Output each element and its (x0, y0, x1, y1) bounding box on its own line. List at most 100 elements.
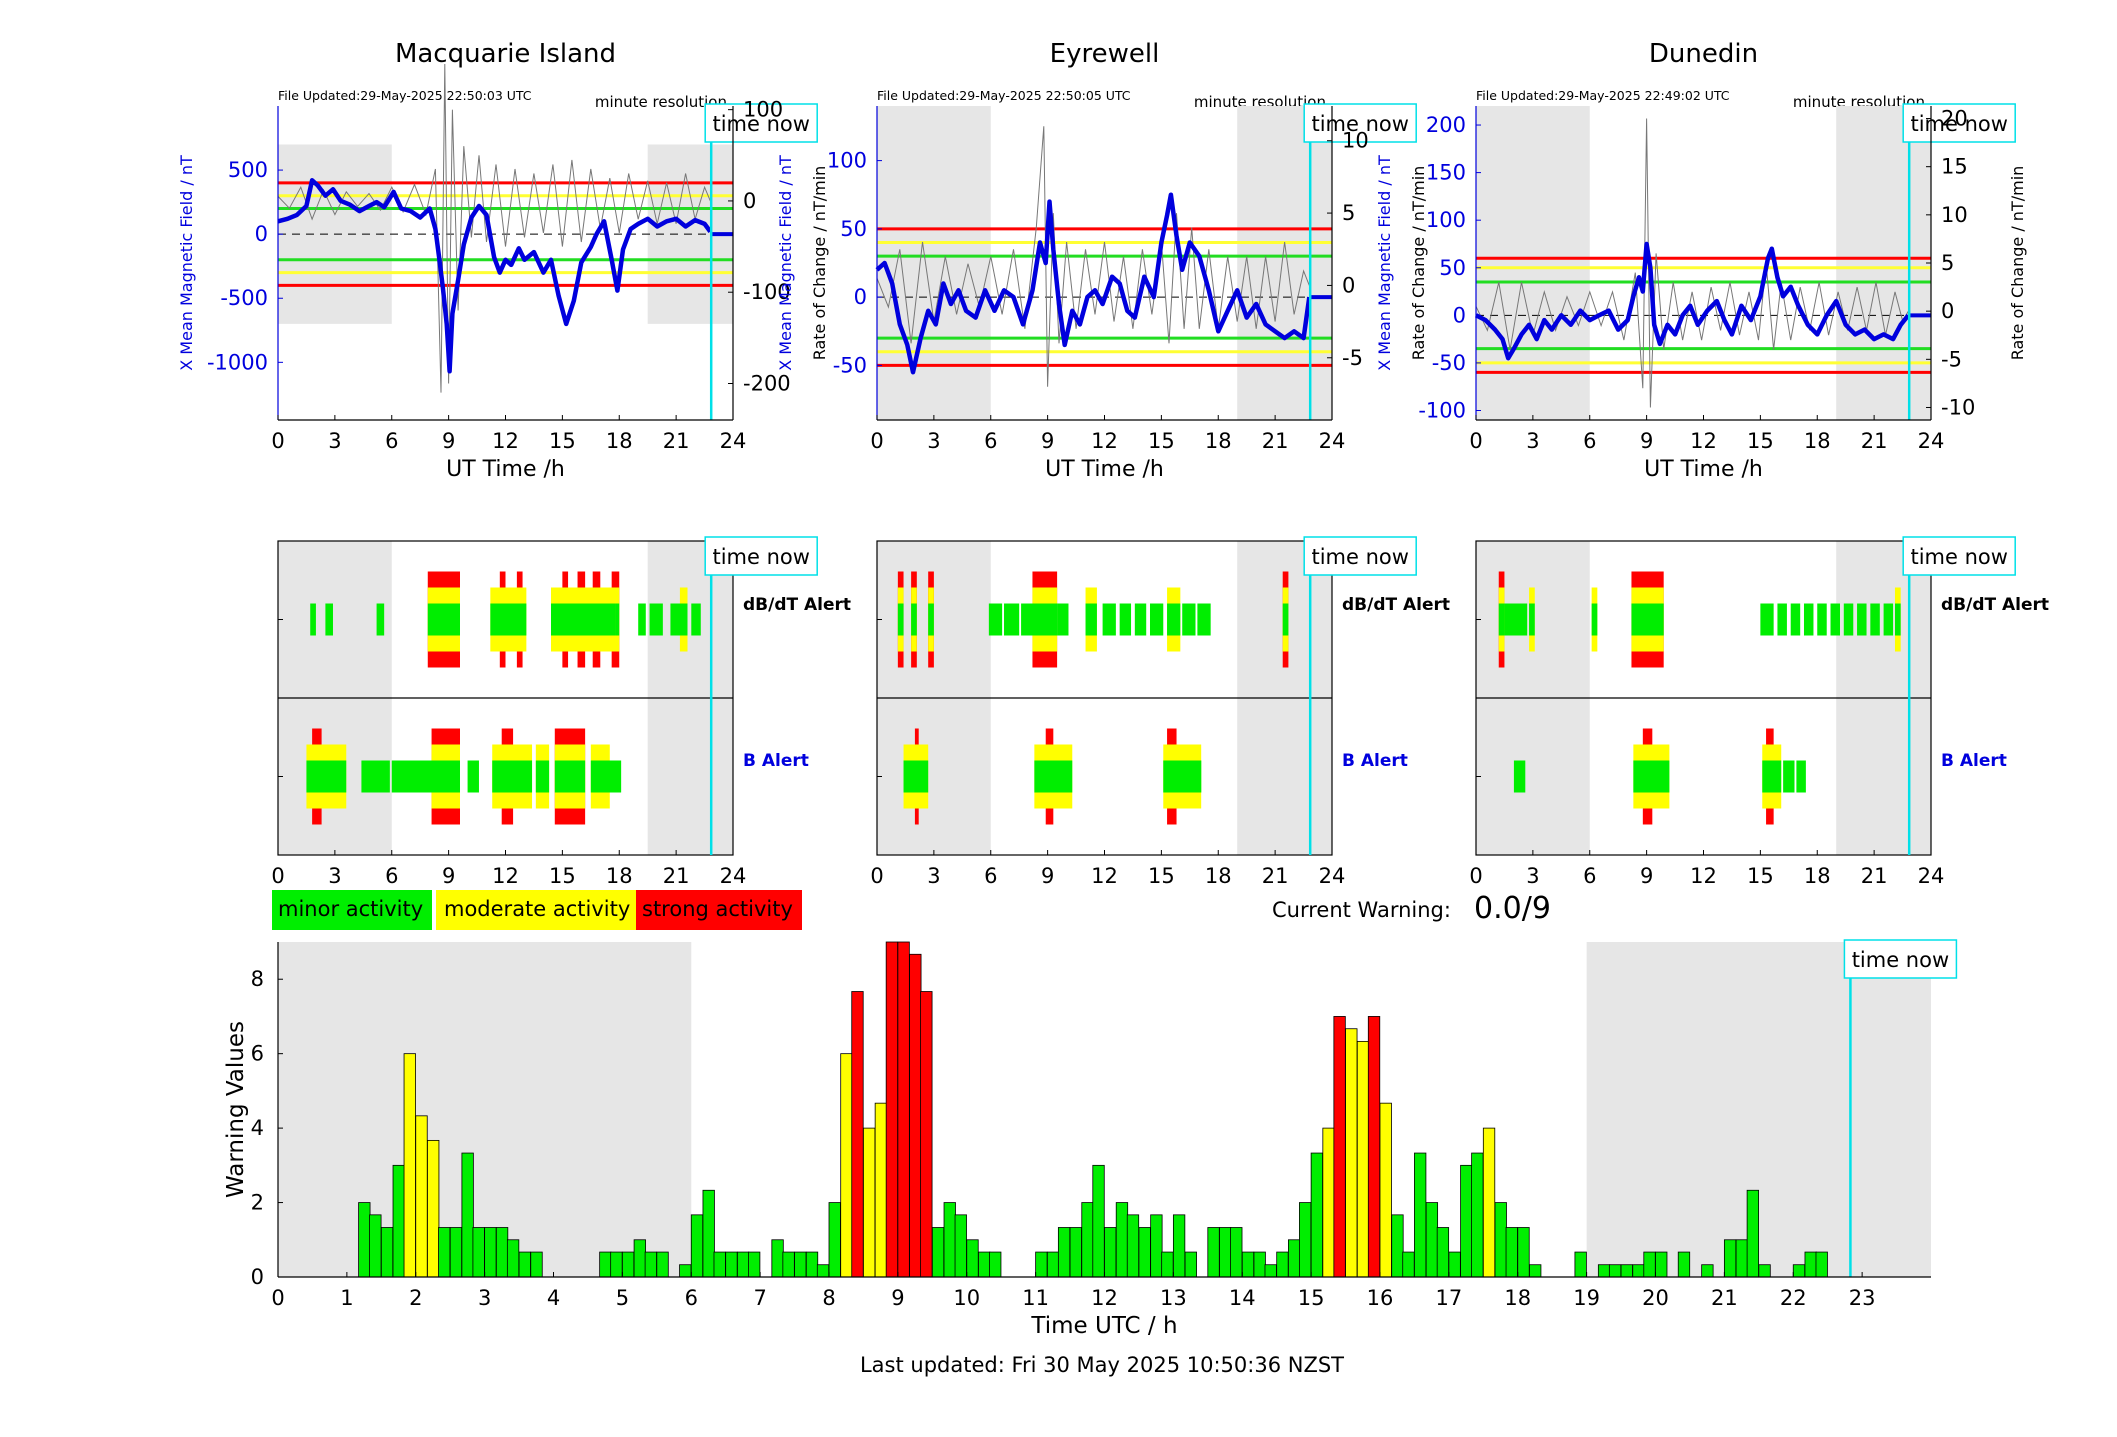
warning-bar (828, 1202, 841, 1278)
x-tick-label: 17 (1436, 1286, 1463, 1310)
x-tick-label: 3 (478, 1286, 491, 1310)
alert-segment-level-1 (1085, 603, 1097, 636)
warning-bar (610, 1251, 623, 1278)
alert-segment-level-1 (1498, 603, 1505, 636)
x-tick-label: 18 (1504, 1286, 1531, 1310)
x-tick-label: 12 (492, 429, 519, 453)
warning-bar (1482, 1127, 1496, 1278)
x-tick-label: 18 (1205, 864, 1232, 888)
alert-segment-level-1 (1102, 603, 1116, 636)
night-shading (1476, 106, 1590, 420)
warning-bar (1161, 1251, 1174, 1278)
warning-bar (403, 1053, 416, 1278)
alert-segment-level-1 (1783, 760, 1795, 793)
warning-bar (1494, 1202, 1507, 1278)
alert-segment-level-1 (1034, 760, 1073, 793)
warning-bar (449, 1227, 463, 1278)
x-tick-label: 4 (547, 1286, 560, 1310)
warning-bar (713, 1251, 726, 1278)
mean-field-series (1474, 241, 1911, 361)
alert-segment-level-1 (911, 603, 917, 636)
warning-bar (358, 1202, 371, 1278)
warning-bar (736, 1251, 750, 1278)
y-right-tick-label: 5 (1941, 251, 1954, 275)
warning-bar (1471, 1152, 1484, 1278)
alert-segment-level-1 (310, 603, 316, 636)
alert-segment-level-1 (691, 603, 701, 636)
rate-y-axis-title: Rate of Change / nT/min (1409, 166, 1428, 361)
x-tick-label: 3 (927, 429, 940, 453)
warning-bar (1046, 1251, 1060, 1278)
warning-bar (725, 1251, 738, 1278)
warning-bar (392, 1164, 405, 1278)
x-tick-label: 24 (1918, 429, 1945, 453)
time-now-label: time now (1311, 545, 1408, 569)
warning-bar (1081, 1202, 1094, 1278)
alert-segment-level-1 (670, 603, 682, 636)
x-tick-label: 0 (271, 429, 284, 453)
y-right-tick-label: 20 (1941, 107, 1968, 131)
x-tick-label: 24 (1319, 429, 1346, 453)
x-tick-label: 9 (442, 864, 455, 888)
warning-bar (1092, 1164, 1105, 1278)
x-tick-label: 6 (984, 429, 997, 453)
x-tick-label: 6 (685, 1286, 698, 1310)
x-tick-label: 21 (1861, 429, 1888, 453)
night-shading (1836, 106, 1931, 420)
b-alert-label: B Alert (743, 751, 809, 771)
warning-bar (1150, 1214, 1163, 1278)
x-tick-label: 9 (442, 429, 455, 453)
warning-bar (518, 1251, 531, 1278)
warning-bar (874, 1102, 888, 1278)
alert-segment-level-1 (1282, 603, 1289, 636)
alert-segment-level-1 (1777, 603, 1787, 636)
y-tick-label: 8 (251, 967, 264, 991)
time-now-label: time now (1910, 112, 2007, 136)
file-updated-text: File Updated:29-May-2025 22:50:03 UTC (278, 88, 532, 103)
x-tick-label: 0 (1469, 864, 1482, 888)
alert-segment-level-1 (1167, 603, 1181, 636)
x-tick-label: 15 (1148, 864, 1175, 888)
x-tick-label: 6 (984, 864, 997, 888)
alert-segment-level-1 (903, 760, 929, 793)
y-right-tick-label: 0 (1342, 273, 1355, 297)
y-right-tick-label: 100 (743, 98, 783, 122)
x-tick-label: 6 (385, 429, 398, 453)
warning-bar (415, 1115, 428, 1278)
warning-bar (1356, 1040, 1370, 1278)
mean-field-series (277, 178, 713, 374)
x-tick-label: 7 (753, 1286, 766, 1310)
warning-bar (599, 1251, 612, 1278)
warning-bar (1804, 1251, 1817, 1278)
x-tick-label: 6 (1583, 429, 1596, 453)
x-tick-label: 0 (271, 864, 284, 888)
warning-bar (621, 1251, 635, 1278)
y-right-tick-label: 10 (1342, 129, 1369, 153)
file-updated-text: File Updated:29-May-2025 22:49:02 UTC (1476, 88, 1730, 103)
file-updated-text: File Updated:29-May-2025 22:50:05 UTC (877, 88, 1131, 103)
x-tick-label: 15 (1747, 429, 1774, 453)
y-right-tick-label: 10 (1941, 203, 1968, 227)
y-right-tick-label: 5 (1342, 201, 1355, 225)
warning-bar (1333, 1016, 1346, 1278)
warning-bar (1620, 1264, 1633, 1278)
x-tick-label: 22 (1780, 1286, 1807, 1310)
station-title: Dunedin (1649, 39, 1758, 69)
warning-bar (1310, 1152, 1324, 1278)
alert-segment-level-1 (427, 603, 460, 636)
y-right-tick-label: -10 (1941, 395, 1975, 419)
x-tick-label: 6 (1583, 864, 1596, 888)
y-left-tick-label: 100 (1426, 208, 1466, 232)
warning-bar (1207, 1227, 1220, 1278)
alert-segment-level-1 (1830, 603, 1840, 636)
alert-segment-level-1 (1591, 603, 1598, 636)
warning-bar (656, 1251, 669, 1278)
warning-bar (954, 1214, 967, 1278)
x-tick-label: 18 (606, 429, 633, 453)
y-left-tick-label: -100 (1418, 398, 1466, 422)
dbdt-alert-label: dB/dT Alert (1342, 595, 1450, 615)
x-tick-label: 12 (1091, 1286, 1118, 1310)
x-tick-label: 9 (1041, 429, 1054, 453)
